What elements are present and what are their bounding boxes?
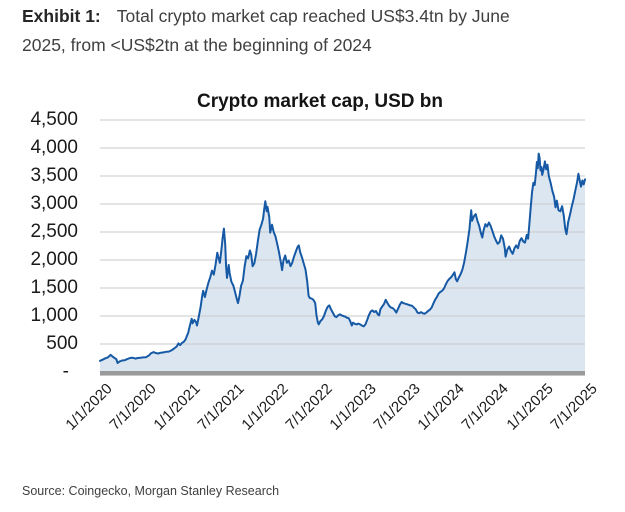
y-tick-label: 2,500 <box>30 221 78 242</box>
x-axis-line <box>100 371 585 375</box>
exhibit-label: Exhibit 1: <box>22 6 101 26</box>
y-tick-label: 1,000 <box>30 305 78 326</box>
x-tick-label: 7/1/2020 <box>106 380 160 434</box>
market-cap-line <box>99 152 586 364</box>
x-tick-label: 7/1/2022 <box>282 380 336 434</box>
x-tick-label: 1/1/2020 <box>62 380 116 434</box>
x-tick-label: 1/1/2023 <box>326 380 380 434</box>
x-axis-line-shadow <box>100 375 585 376</box>
y-tick-label: 4,500 <box>30 109 78 130</box>
source-note: Source: Coingecko, Morgan Stanley Resear… <box>22 484 280 498</box>
y-tick-label: 1,500 <box>30 277 78 298</box>
exhibit-caption: Exhibit 1: Total crypto market cap reache… <box>22 2 604 60</box>
x-tick-label: 1/1/2024 <box>414 380 469 434</box>
x-tick-label: 7/1/2024 <box>458 380 513 434</box>
y-tick-label: 3,500 <box>30 165 78 186</box>
x-tick-label: 1/1/2022 <box>238 380 292 434</box>
x-tick-label: 7/1/2023 <box>370 380 424 434</box>
x-tick-label: 1/1/2025 <box>502 380 557 434</box>
y-tick-label: 2,000 <box>30 249 78 270</box>
y-tick-label: 3,000 <box>30 193 78 214</box>
y-tick-label: 4,000 <box>30 137 78 158</box>
x-tick-label: 7/1/2025 <box>547 380 601 434</box>
x-tick-label: 7/1/2021 <box>194 380 248 434</box>
y-tick-label: 500 <box>46 333 78 354</box>
x-tick-label: 1/1/2021 <box>150 380 204 434</box>
y-tick-label: - <box>62 361 69 382</box>
area-chart-canvas <box>99 119 586 376</box>
exhibit-title-line2: 2025, from <US$2tn at the beginning of 2… <box>22 35 372 55</box>
exhibit-title-line1: Total crypto market cap reached US$3.4tn… <box>116 6 510 26</box>
chart-title: Crypto market cap, USD bn <box>197 91 443 112</box>
market-cap-area <box>100 153 585 372</box>
